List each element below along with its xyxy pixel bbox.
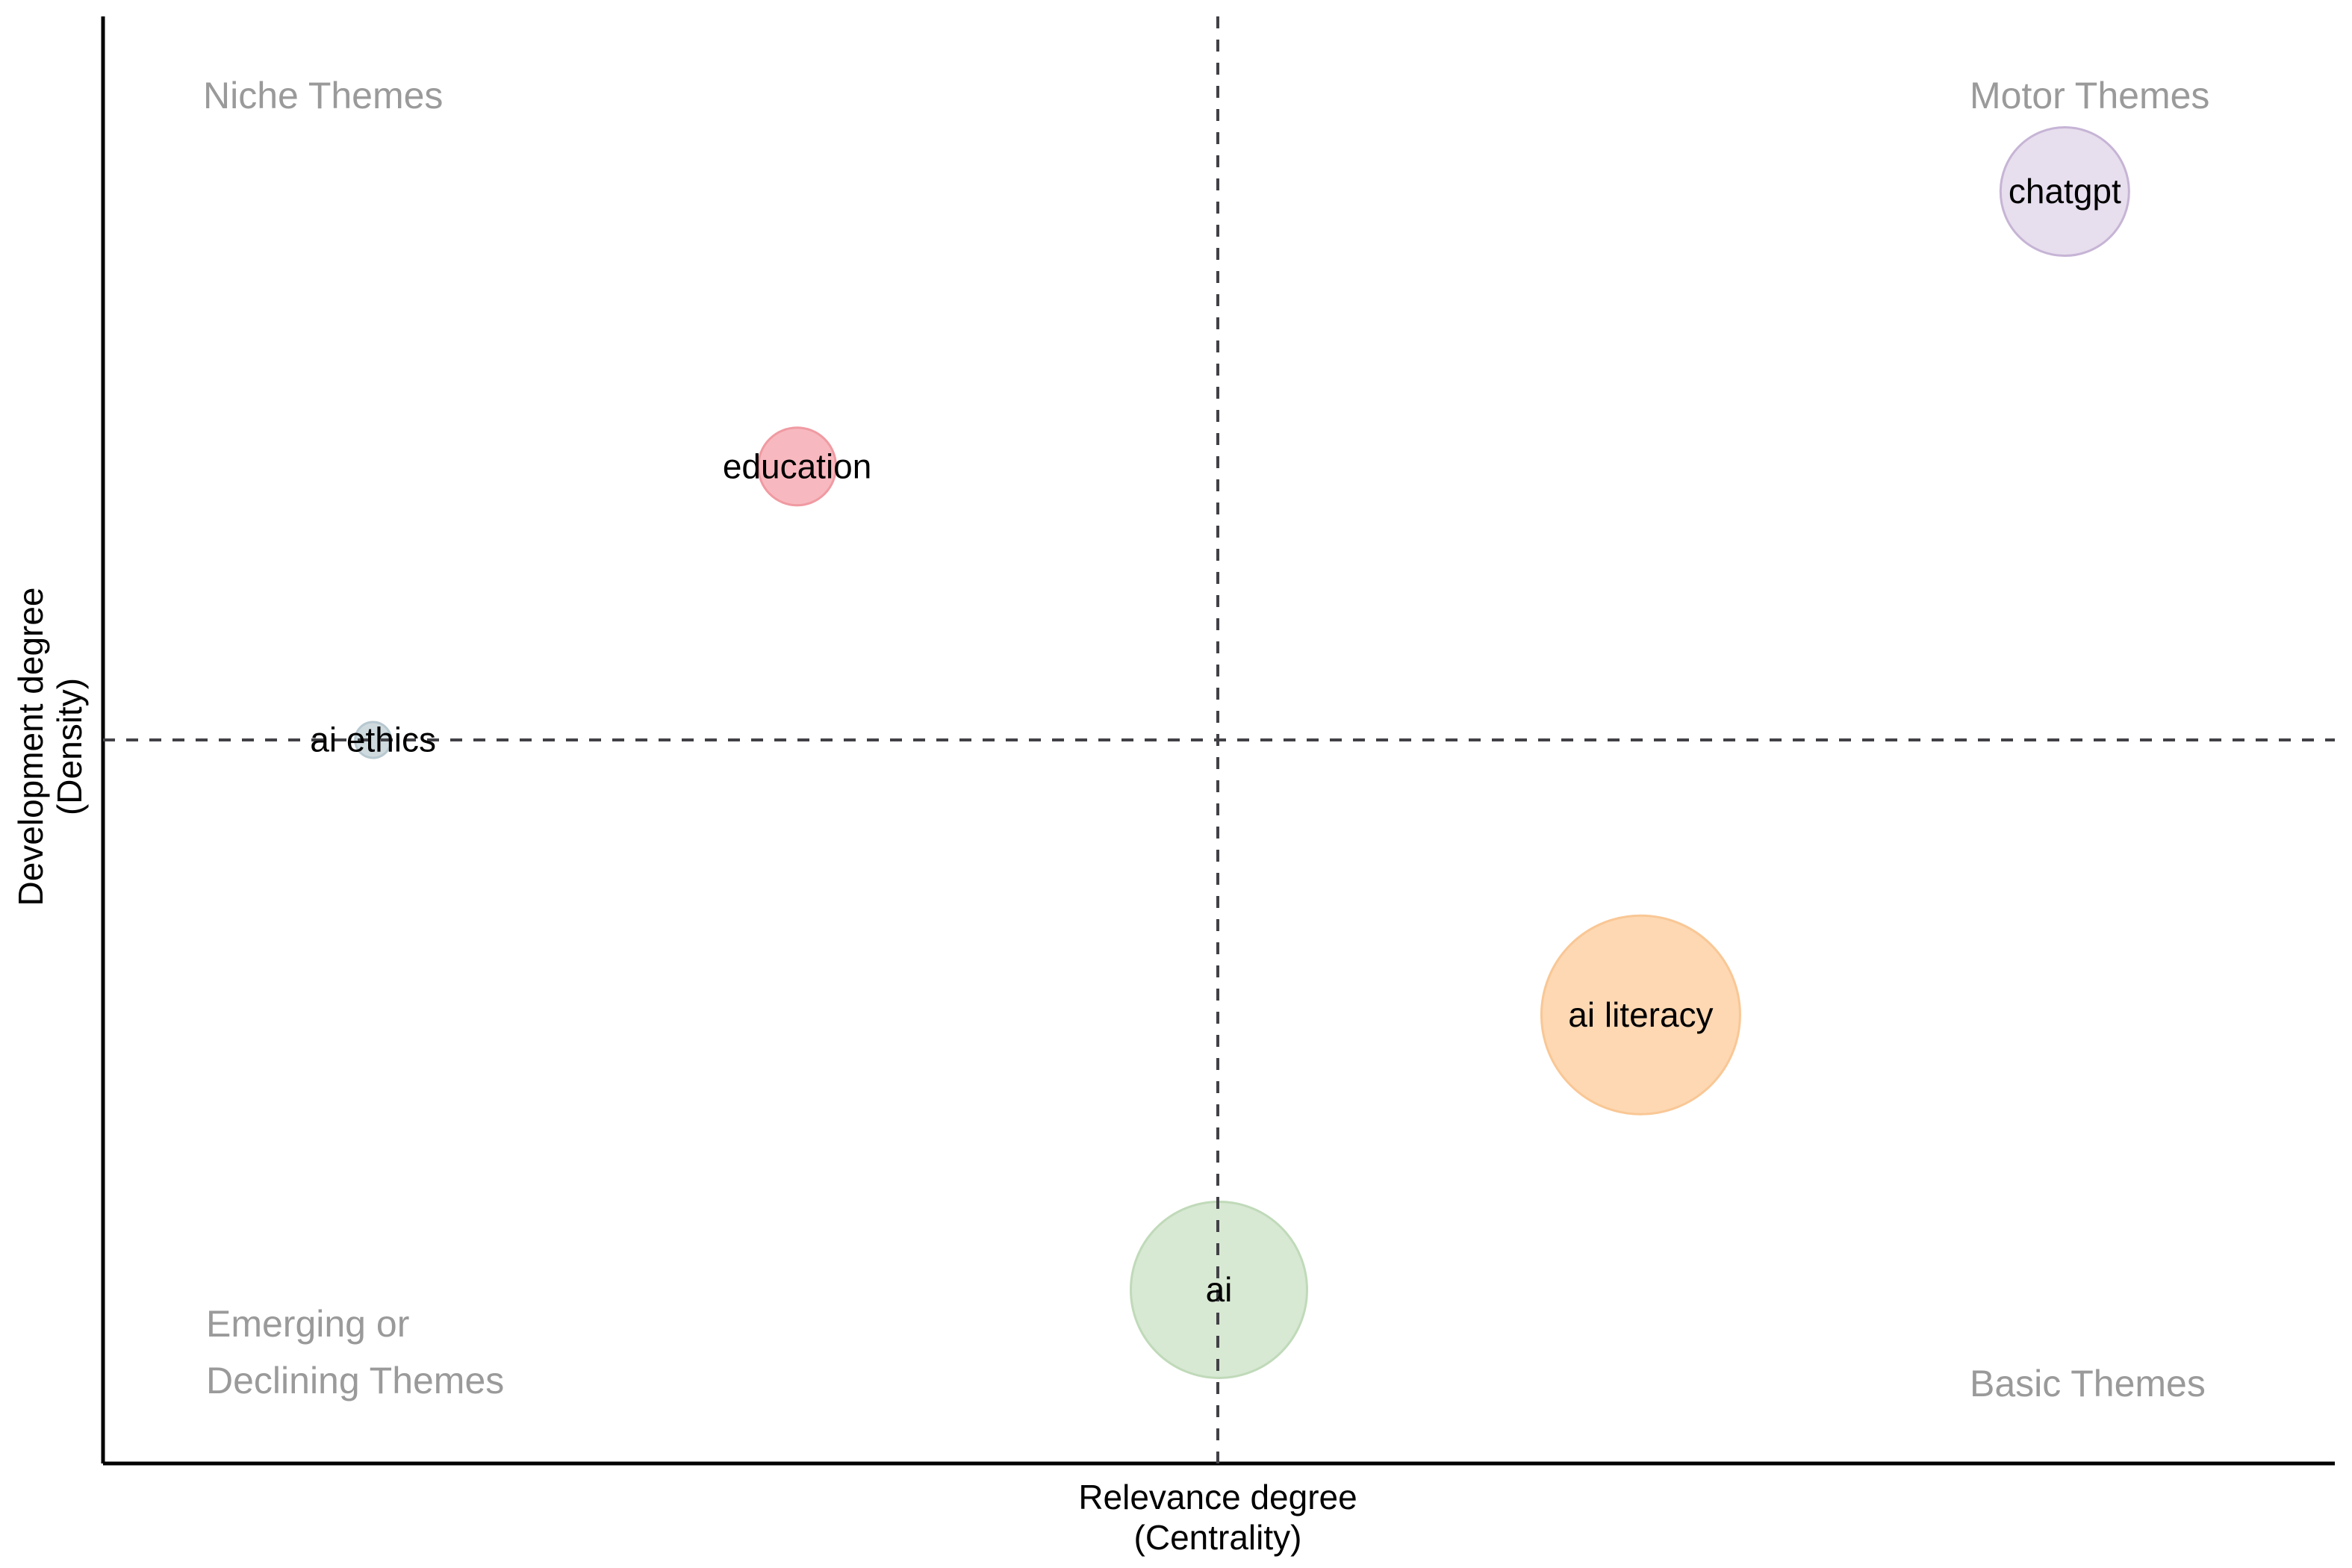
bubble-label-ai-literacy: ai literacy [1568, 995, 1713, 1034]
bubble-education [757, 426, 838, 507]
quadrant-label-niche-themes: Niche Themes [203, 75, 444, 116]
quadrant-label-emerging-line1: Emerging or [206, 1303, 410, 1345]
quadrant-label-emerging-line2: Declining Themes [206, 1360, 505, 1401]
y-axis-title-line1: Development degree [11, 587, 50, 906]
bubble-chatgpt [1999, 125, 2130, 257]
x-axis-title: Relevance degree (Centrality) [919, 1477, 1516, 1558]
bubble-label-ai: ai [1206, 1270, 1233, 1309]
x-axis-title-line1: Relevance degree [1078, 1478, 1357, 1516]
y-axis-title: Development degree (Density) [11, 448, 89, 1045]
quadrant-label-basic-themes: Basic Themes [1970, 1363, 2206, 1404]
bubble-ai-literacy [1540, 914, 1741, 1116]
bubble-label-ai-ethics: ai ethics [310, 721, 436, 759]
quadrant-label-emerging-declining: Emerging or Declining Themes [206, 1295, 504, 1409]
x-axis-title-line2: (Centrality) [1133, 1518, 1302, 1557]
bubble-label-chatgpt: chatgpt [2009, 172, 2121, 211]
quadrant-label-motor-themes: Motor Themes [1970, 75, 2210, 116]
y-axis-title-line2: (Density) [50, 677, 89, 816]
bubble-label-education: education [723, 447, 872, 485]
